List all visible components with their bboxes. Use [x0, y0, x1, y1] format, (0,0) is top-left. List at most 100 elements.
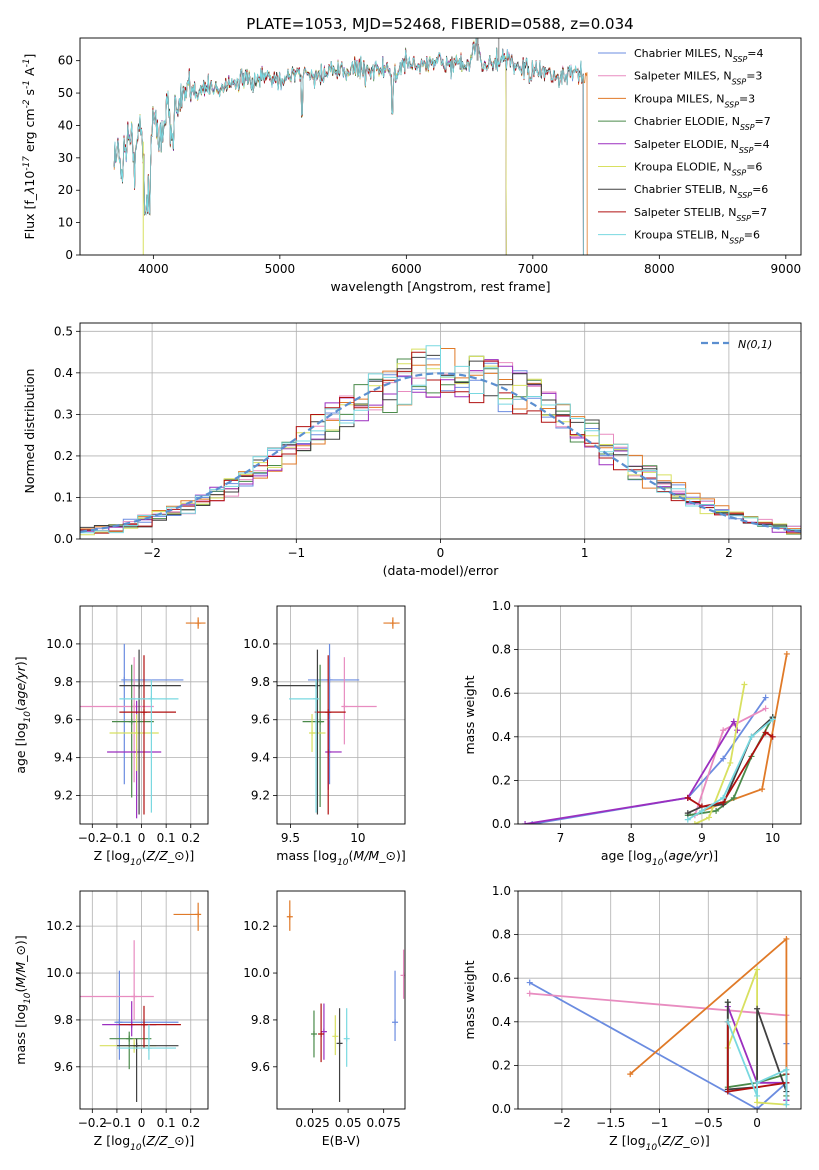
y-tick-label: 0 [65, 248, 73, 262]
errorbar-point [400, 949, 405, 999]
errorbar-point [383, 617, 400, 629]
residuals-plot-area [80, 345, 801, 536]
errorbar-point [116, 1024, 176, 1060]
x-tick-label: −0.2 [78, 1116, 107, 1130]
age_vs_Z-panel: −0.2−0.1 0 0.1 0.2 9.2 9.4 9.6 9.8 10.0 Z [log10(… [13, 605, 209, 868]
errorbar-point [318, 1003, 325, 1063]
y-tick-label: 0.4 [54, 366, 73, 380]
weight-marker [769, 733, 776, 740]
x-tick-label: 9.5 [281, 831, 300, 845]
y-tick-label: 0.8 [492, 643, 511, 657]
x-tick-label: 7 [557, 831, 565, 845]
spectrum-frame [79, 37, 802, 256]
weight-series-line [694, 684, 746, 824]
y-tick-label: 50 [58, 86, 73, 100]
point-marker [141, 1021, 147, 1028]
x-tick-label: 7000 [518, 262, 549, 276]
x-tick-label: 8000 [644, 262, 675, 276]
x-tick-label: −1 [287, 546, 305, 560]
errorbar-point [320, 1003, 327, 1060]
y-tick-label: 10.0 [243, 637, 270, 651]
spectrum-series-line [113, 38, 507, 255]
weight_vs_Z-x-axis-label: Z [log10(Z/Z_⊙)] [609, 1133, 710, 1153]
x-tick-label: −2 [553, 1116, 571, 1130]
x-tick-label: 0.1 [157, 831, 176, 845]
y-tick-label: 60 [58, 54, 73, 68]
point-marker [318, 1030, 325, 1037]
x-tick-label: 8 [627, 831, 635, 845]
spectrum-series-line [113, 38, 507, 255]
weight-marker [526, 979, 533, 986]
y-tick-label: 10.0 [46, 637, 73, 651]
legend-entry: Chabrier MILES, NSSP=4 [634, 47, 764, 64]
point-marker [131, 993, 138, 1000]
errorbar-point [277, 649, 321, 815]
weight_vs_Z-frame [517, 890, 802, 1110]
residuals-y-axis-label: Normed distribution [22, 369, 37, 494]
weight-marker [684, 816, 691, 823]
spectrum-series-line [113, 38, 584, 255]
y-tick-label: 0.0 [54, 532, 73, 546]
mass_vs_Z-y-axis-label: mass [log10(M/M_⊙)] [13, 935, 33, 1064]
point-marker [141, 709, 147, 716]
errorbar-point [109, 1031, 152, 1070]
residuals-x-axis-label: (data-model)/error [383, 563, 500, 578]
y-tick-label: 0.2 [492, 773, 511, 787]
y-tick-label: 1.0 [492, 599, 511, 613]
point-marker [325, 709, 332, 716]
point-marker [195, 911, 202, 918]
weight-marker [713, 807, 720, 814]
point-marker [286, 913, 293, 920]
point-marker [309, 730, 316, 737]
y-tick-label: 9.8 [251, 675, 270, 689]
y-tick-label: 0.2 [492, 1058, 511, 1072]
y-tick-label: 9.8 [54, 675, 73, 689]
legend-entry: Salpeter STELIB, NSSP=7 [634, 206, 767, 223]
errorbar-point [112, 664, 154, 798]
errorbar-point [286, 900, 293, 931]
weight_vs_Z-panel: −2 −1.5 −1 −0.5 0 0.0 0.2 0.4 0.6 0.8 1.0 Z [log10(… [462, 884, 802, 1153]
errorbar-point [314, 655, 346, 815]
spectrum-series-line [113, 38, 507, 255]
point-marker [136, 682, 143, 689]
age_vs_mass-frame [276, 605, 406, 825]
errorbar-point [332, 1015, 339, 1056]
errorbar-point [310, 1010, 317, 1058]
y-tick-label: 10.2 [243, 919, 270, 933]
age_vs_Z-frame [79, 605, 209, 825]
y-tick-label: 0.6 [492, 686, 511, 700]
weight-marker [754, 966, 761, 973]
legend-entry: N(0,1) [738, 338, 772, 351]
mass_vs_EBV-plot-area [286, 900, 405, 1102]
weight-marker [748, 733, 755, 740]
x-tick-label: −1 [651, 1116, 669, 1130]
weight-marker [762, 694, 769, 701]
x-tick-label: 0.075 [366, 1116, 400, 1130]
weight-marker [706, 814, 713, 821]
histogram-series [80, 345, 801, 534]
spectrum-series-line [113, 38, 584, 255]
y-tick-label: 10.2 [46, 919, 73, 933]
x-tick-label: −0.2 [78, 831, 107, 845]
y-tick-label: 30 [58, 151, 73, 165]
point-marker [343, 1035, 350, 1042]
age_vs_Z-x-axis-label: Z [log10(Z/Z_⊙)] [94, 848, 195, 868]
weight-series-line [529, 981, 788, 1109]
x-tick-label: 9000 [771, 262, 802, 276]
x-tick-label: 6000 [391, 262, 422, 276]
weight-marker [698, 807, 705, 814]
weight-marker [754, 1092, 761, 1099]
weight-marker [783, 650, 790, 657]
y-tick-label: 9.6 [251, 1060, 270, 1074]
age_vs_Z-plot-area [80, 617, 206, 819]
y-tick-label: 10.0 [243, 966, 270, 980]
mass_vs_Z-frame [79, 890, 209, 1110]
errorbar-point [80, 657, 154, 783]
mass_vs_Z-x-axis-label: Z [log10(Z/Z_⊙)] [94, 1133, 195, 1153]
y-tick-label: 10 [58, 216, 73, 230]
weight-marker [754, 1099, 761, 1106]
errorbar-point [302, 664, 325, 807]
age_vs_Z-y-axis-label: age [log10(age/yr)] [13, 656, 33, 773]
weight-series-line [687, 731, 774, 808]
